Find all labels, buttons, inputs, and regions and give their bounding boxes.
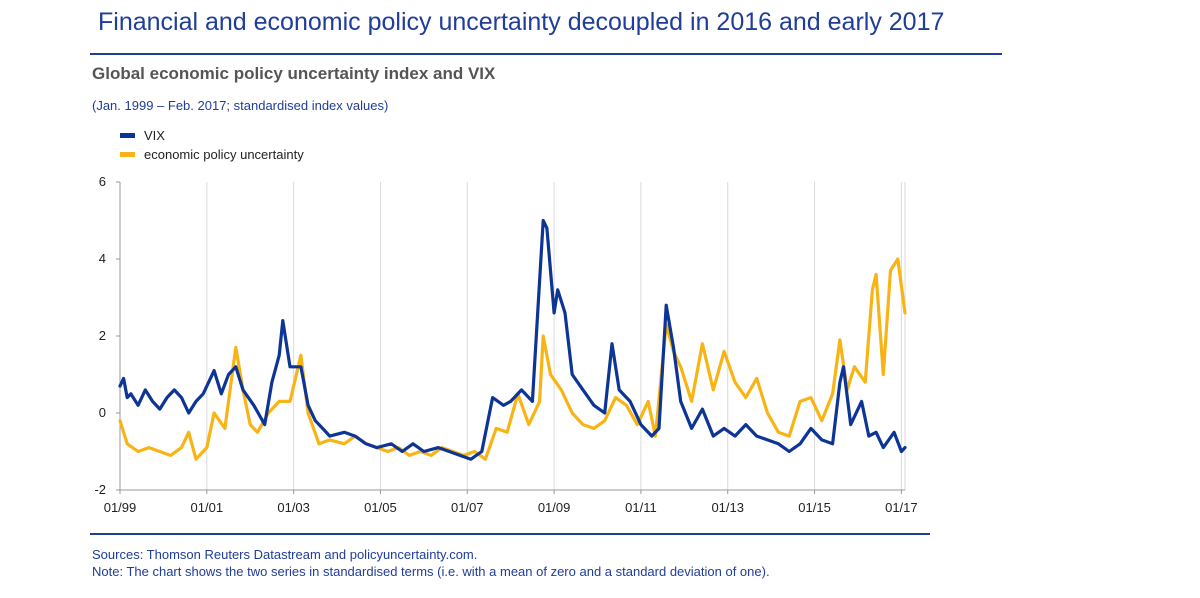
chart-title: Global economic policy uncertainty index… [92, 64, 496, 83]
series-layer [118, 218, 907, 461]
legend-label-epu: economic policy uncertainty [144, 147, 304, 162]
chart-legend: VIX economic policy uncertainty [120, 126, 304, 164]
page-title: Financial and economic policy uncertaint… [98, 8, 945, 36]
footer-divider [90, 533, 930, 535]
title-divider [90, 53, 1002, 55]
chart-subtitle: (Jan. 1999 – Feb. 2017; standardised ind… [92, 98, 389, 113]
legend-item-vix: VIX [120, 126, 304, 145]
x-tick-label-3: 01/05 [364, 500, 397, 515]
sources-text: Sources: Thomson Reuters Datastream and … [92, 547, 478, 562]
x-tick-label-2: 01/03 [277, 500, 310, 515]
x-tick-label-4: 01/07 [451, 500, 484, 515]
x-tick-label-7: 01/13 [711, 500, 744, 515]
legend-swatch-epu [120, 152, 135, 157]
legend-item-epu: economic policy uncertainty [120, 145, 304, 164]
y-tick-label-1: 0 [99, 405, 106, 420]
x-tick-label-5: 01/09 [538, 500, 571, 515]
x-tick-label-6: 01/11 [625, 500, 657, 515]
note-text: Note: The chart shows the two series in … [92, 564, 770, 579]
x-tick-label-0: 01/99 [104, 500, 137, 515]
y-tick-label-3: 4 [99, 251, 106, 266]
series-line-epu [118, 257, 907, 461]
y-tick-label-4: 6 [99, 174, 106, 189]
axis-layer: -2 0 2 4 6 01/99 01/01 01/03 01/05 01/07 01/09 01/1… [94, 174, 917, 515]
legend-swatch-vix [120, 133, 135, 138]
series-line-vix [118, 218, 907, 461]
legend-label-vix: VIX [144, 128, 165, 143]
y-tick-label-0: -2 [94, 482, 106, 497]
x-tick-label-9: 01/17 [885, 500, 918, 515]
x-tick-label-1: 01/01 [191, 500, 224, 515]
x-tick-label-8: 01/15 [798, 500, 831, 515]
y-tick-label-2: 2 [99, 328, 106, 343]
grid-layer [119, 182, 906, 490]
